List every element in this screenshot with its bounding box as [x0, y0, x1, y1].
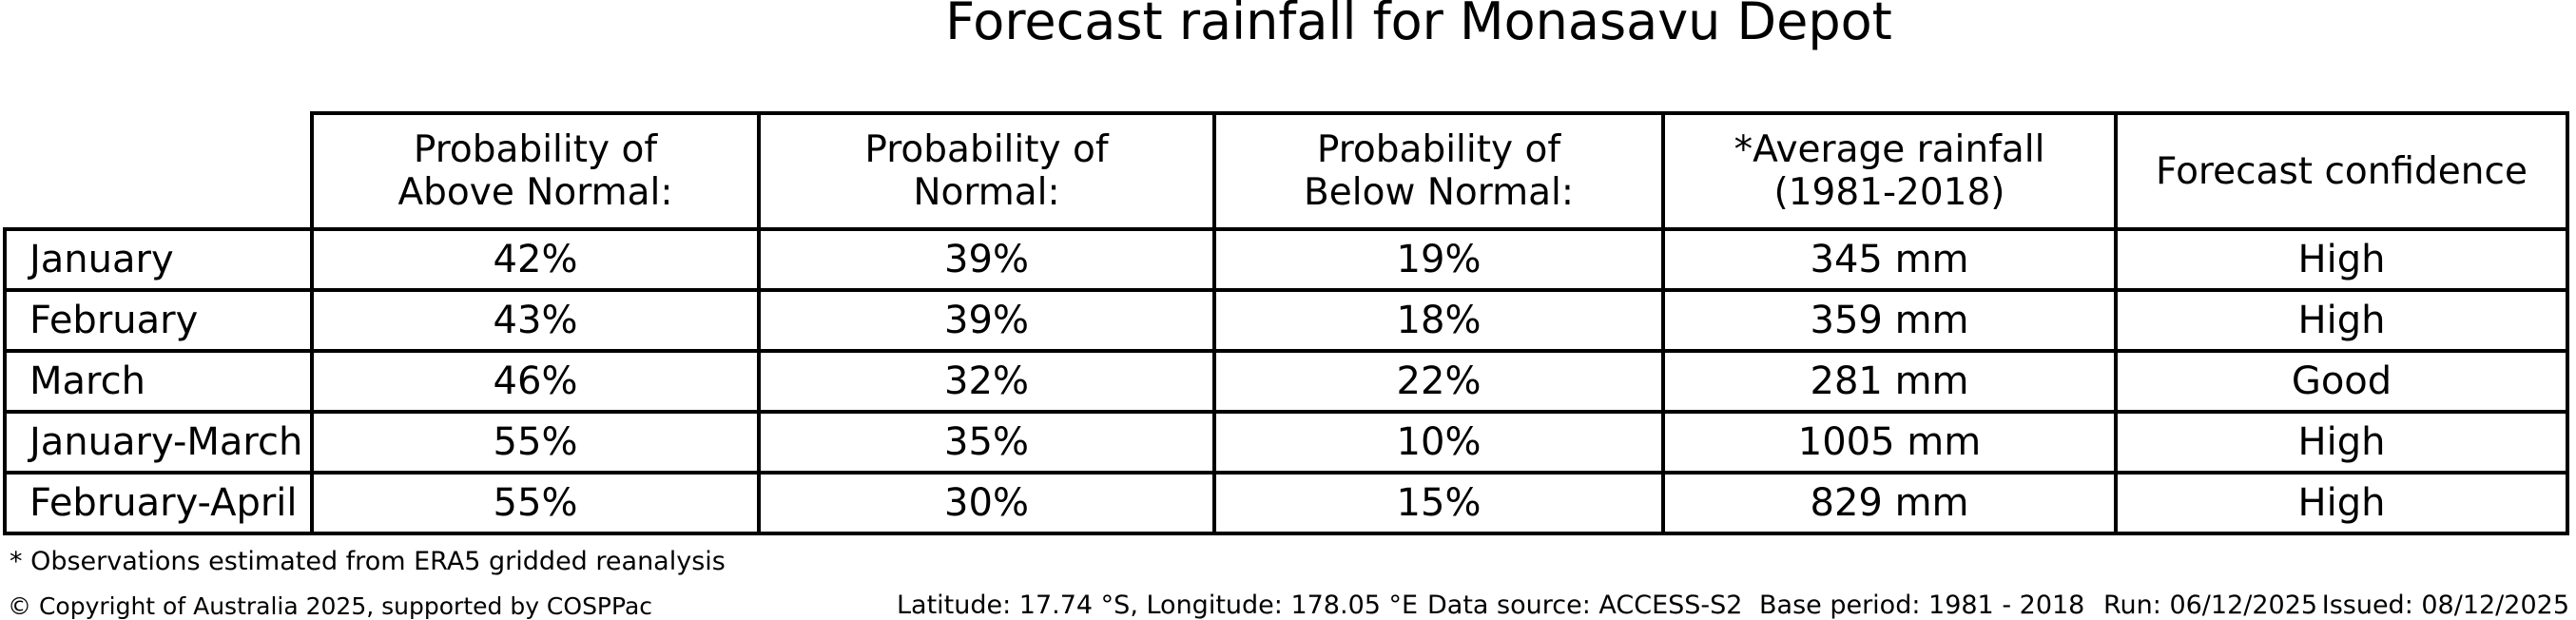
table-row: February-April 55% 30% 15% 829 mm High [3, 471, 2569, 535]
table-row: March 46% 32% 22% 281 mm Good [3, 349, 2569, 414]
cell-normal: 39% [757, 227, 1216, 292]
cell-confidence: High [2114, 410, 2569, 475]
cell-normal: 32% [757, 349, 1216, 414]
footer-run-date: Run: 06/12/2025 [2103, 591, 2318, 620]
cell-confidence: High [2114, 227, 2569, 292]
cell-avg-rainfall: 345 mm [1661, 227, 2118, 292]
cell-period-label: March [3, 349, 314, 414]
footer-copyright: © Copyright of Australia 2025, supported… [8, 592, 653, 620]
cell-below-normal: 19% [1212, 227, 1665, 292]
table-row: February 43% 39% 18% 359 mm High [3, 288, 2569, 353]
footer-location: Latitude: 17.74 °S, Longitude: 178.05 °E [897, 591, 1419, 620]
col-header-avg-rainfall: *Average rainfall (1981-2018) [1661, 111, 2118, 231]
cell-period-label: February-April [3, 471, 314, 535]
cell-above-normal: 55% [310, 471, 761, 535]
col-header-normal: Probability of Normal: [757, 111, 1216, 231]
col-header-above-normal: Probability of Above Normal: [310, 111, 761, 231]
cell-confidence: Good [2114, 349, 2569, 414]
cell-period-label: January-March [3, 410, 314, 475]
cell-above-normal: 46% [310, 349, 761, 414]
cell-avg-rainfall: 281 mm [1661, 349, 2118, 414]
footer-data-source: Data source: ACCESS-S2 [1427, 591, 1743, 620]
cell-above-normal: 55% [310, 410, 761, 475]
cell-below-normal: 10% [1212, 410, 1665, 475]
cell-below-normal: 15% [1212, 471, 1665, 535]
page-title: Forecast rainfall for Monasavu Depot [945, 0, 1892, 51]
table-row: January 42% 39% 19% 345 mm High [3, 227, 2569, 292]
footnote: * Observations estimated from ERA5 gridd… [10, 547, 726, 576]
footer-base-period: Base period: 1981 - 2018 [1759, 591, 2085, 620]
cell-above-normal: 43% [310, 288, 761, 353]
cell-avg-rainfall: 1005 mm [1661, 410, 2118, 475]
rainfall-forecast-table: Probability of Above Normal: Probability… [3, 111, 2569, 535]
cell-confidence: High [2114, 471, 2569, 535]
header-row: Probability of Above Normal: Probability… [5, 111, 2569, 231]
cell-confidence: High [2114, 288, 2569, 353]
cell-normal: 35% [757, 410, 1216, 475]
cell-avg-rainfall: 829 mm [1661, 471, 2118, 535]
col-header-below-normal: Probability of Below Normal: [1212, 111, 1665, 231]
cell-normal: 30% [757, 471, 1216, 535]
col-header-confidence: Forecast confidence [2114, 111, 2569, 231]
cell-normal: 39% [757, 288, 1216, 353]
cell-below-normal: 18% [1212, 288, 1665, 353]
corner-cell [5, 113, 312, 229]
cell-below-normal: 22% [1212, 349, 1665, 414]
footer-issued-date: Issued: 08/12/2025 [2321, 591, 2569, 620]
cell-above-normal: 42% [310, 227, 761, 292]
cell-period-label: January [3, 227, 314, 292]
cell-period-label: February [3, 288, 314, 353]
table-row: January-March 55% 35% 10% 1005 mm High [3, 410, 2569, 475]
cell-avg-rainfall: 359 mm [1661, 288, 2118, 353]
